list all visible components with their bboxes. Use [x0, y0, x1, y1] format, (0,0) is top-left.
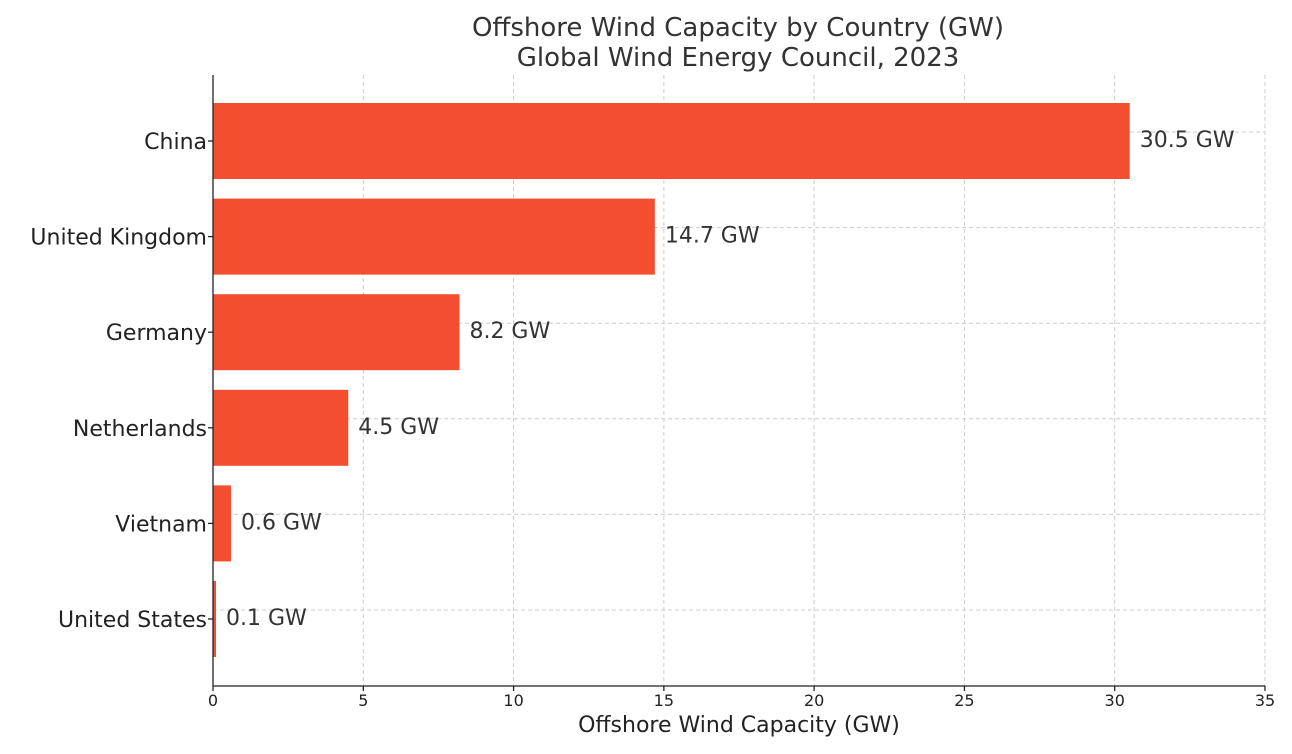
y-category-label: Germany — [106, 321, 207, 346]
x-tick-label: 30 — [1105, 691, 1125, 710]
bar — [213, 389, 349, 466]
y-category-label: United States — [58, 608, 207, 633]
data-label: 4.5 GW — [358, 415, 439, 440]
x-tick-label: 15 — [654, 691, 674, 710]
y-axis-categories: China United Kingdom Germany Netherlands Vie… — [30, 130, 207, 633]
x-axis-label: Offshore Wind Capacity (GW) — [578, 713, 900, 738]
y-category-label: United Kingdom — [30, 226, 207, 251]
x-tick-label: 35 — [1255, 691, 1275, 710]
bar — [213, 581, 217, 657]
data-label: 14.7 GW — [665, 224, 760, 249]
x-tick-label: 10 — [503, 691, 523, 710]
x-tick-label: 0 — [208, 691, 218, 710]
chart-title: Offshore Wind Capacity by Country (GW) — [472, 13, 1004, 43]
x-axis-ticks: 0 5 10 15 20 25 30 35 — [208, 140, 1275, 710]
chart-subtitle: Global Wind Energy Council, 2023 — [517, 43, 960, 73]
x-tick-label: 5 — [358, 691, 368, 710]
data-label: 0.1 GW — [226, 606, 307, 631]
x-tick-label: 20 — [804, 691, 824, 710]
bar — [213, 485, 232, 562]
y-category-label: China — [144, 130, 207, 155]
y-category-label: Vietnam — [115, 512, 207, 537]
axes — [212, 75, 1265, 687]
data-label: 0.6 GW — [241, 510, 322, 535]
y-category-label: Netherlands — [73, 417, 207, 442]
bar — [213, 103, 1130, 179]
data-labels: 30.5 GW 14.7 GW 8.2 GW 4.5 GW 0.6 GW 0.1 GW — [226, 128, 1235, 631]
bar — [213, 294, 460, 371]
bars — [213, 103, 1130, 657]
data-label: 30.5 GW — [1140, 128, 1235, 153]
bar — [213, 198, 655, 275]
x-tick-label: 25 — [954, 691, 974, 710]
data-label: 8.2 GW — [469, 319, 550, 344]
